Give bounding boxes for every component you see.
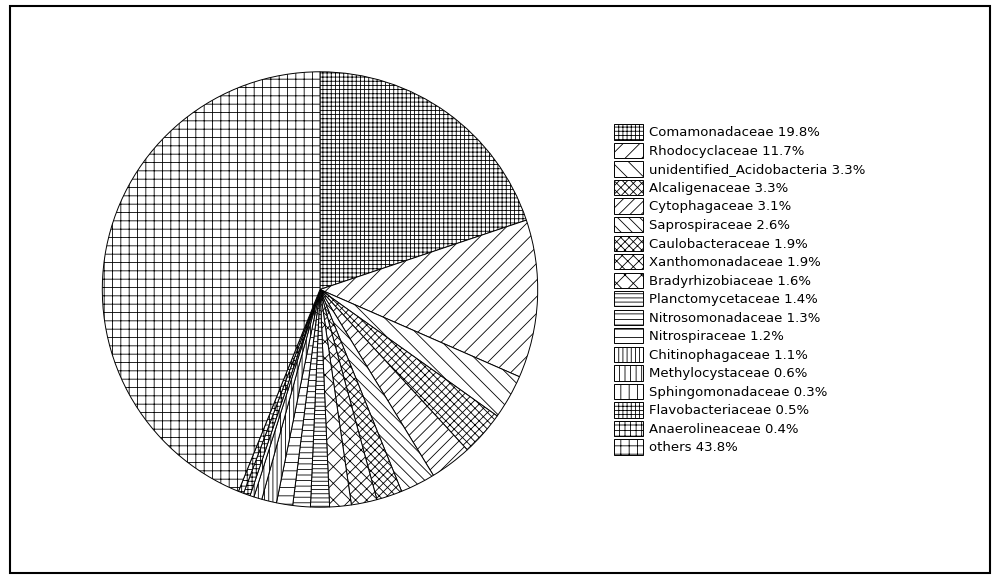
Wedge shape	[102, 72, 320, 492]
Wedge shape	[320, 72, 526, 290]
Wedge shape	[244, 290, 320, 496]
Wedge shape	[320, 220, 538, 377]
Wedge shape	[320, 290, 377, 505]
Wedge shape	[310, 290, 330, 507]
Wedge shape	[320, 290, 467, 475]
Wedge shape	[254, 290, 320, 499]
Wedge shape	[320, 290, 402, 500]
Wedge shape	[262, 290, 320, 503]
Legend: Comamonadaceae 19.8%, Rhodocyclaceae 11.7%, unidentified_Acidobacteria 3.3%, Alc: Comamonadaceae 19.8%, Rhodocyclaceae 11.…	[610, 120, 870, 459]
Wedge shape	[320, 290, 351, 507]
Wedge shape	[293, 290, 320, 507]
Wedge shape	[250, 290, 320, 497]
Wedge shape	[320, 290, 519, 416]
Wedge shape	[238, 290, 320, 493]
Wedge shape	[320, 290, 497, 450]
Wedge shape	[276, 290, 320, 505]
Wedge shape	[320, 290, 433, 492]
